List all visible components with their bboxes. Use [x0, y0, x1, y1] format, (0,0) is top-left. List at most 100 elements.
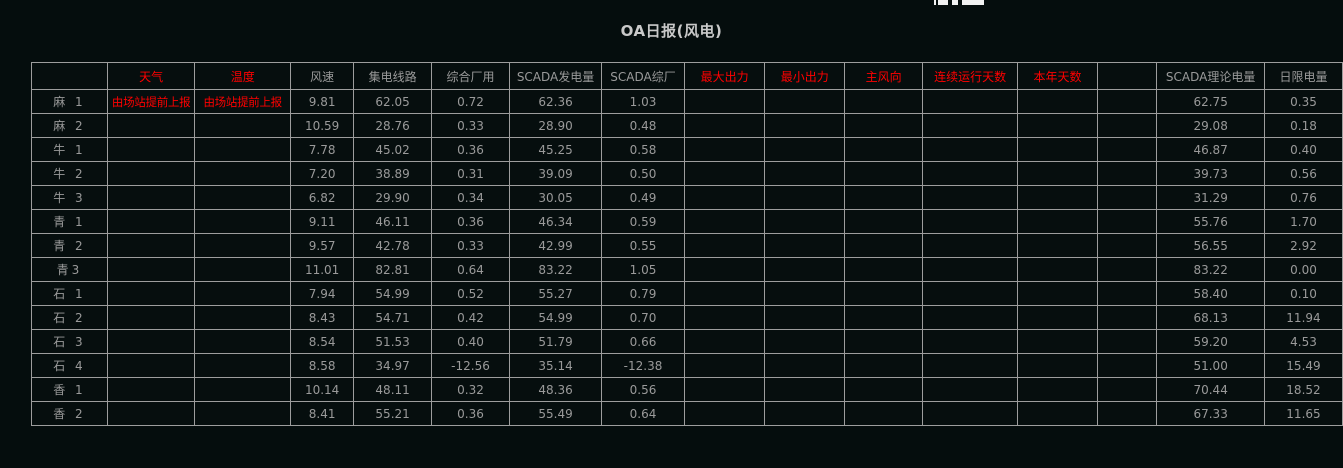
cell-temp[interactable]	[194, 329, 292, 354]
row-label-cell[interactable]: 麻 1	[31, 89, 108, 114]
cell-scaux[interactable]: 0.50	[601, 161, 685, 186]
row-label-cell[interactable]: 香 1	[31, 377, 108, 402]
cell-ydays[interactable]	[1017, 137, 1098, 162]
cell-line[interactable]: 48.11	[353, 377, 433, 402]
column-header-wind[interactable]: 主风向	[844, 62, 924, 90]
cell-maxp[interactable]	[683, 401, 766, 426]
row-label-cell[interactable]: 石 1	[31, 281, 108, 306]
row-label-cell[interactable]: 石 3	[31, 329, 108, 354]
cell-maxp[interactable]	[683, 377, 766, 402]
cell-wind[interactable]	[844, 377, 924, 402]
cell-maxp[interactable]	[683, 137, 766, 162]
cell-minp[interactable]	[764, 185, 846, 210]
cell-line[interactable]: 82.81	[353, 257, 433, 282]
cell-days[interactable]	[922, 281, 1019, 306]
cell-scaux[interactable]: 0.59	[601, 209, 685, 234]
cell-weather[interactable]	[106, 305, 196, 330]
cell-weather[interactable]	[106, 377, 196, 402]
cell-maxp[interactable]	[683, 281, 766, 306]
cell-ydays[interactable]	[1017, 305, 1098, 330]
cell-limit[interactable]: 0.18	[1263, 113, 1343, 138]
cell-maxp[interactable]	[683, 113, 766, 138]
cell-ws[interactable]: 9.57	[290, 233, 355, 258]
cell-minp[interactable]	[764, 257, 846, 282]
cell-maxp[interactable]	[683, 329, 766, 354]
cell-gen[interactable]: 39.09	[508, 161, 603, 186]
row-label-cell[interactable]: 青 2	[31, 233, 108, 258]
cell-limit[interactable]: 2.92	[1263, 233, 1343, 258]
cell-days[interactable]	[922, 233, 1019, 258]
cell-limit[interactable]: 11.94	[1263, 305, 1343, 330]
column-header-theo[interactable]: SCADA理论电量	[1156, 62, 1265, 90]
cell-weather[interactable]	[106, 401, 196, 426]
cell-scaux[interactable]: 0.55	[601, 233, 685, 258]
column-header-gen[interactable]: SCADA发电量	[508, 62, 603, 90]
cell-ws[interactable]: 6.82	[290, 185, 355, 210]
cell-line[interactable]: 28.76	[353, 113, 433, 138]
cell-minp[interactable]	[764, 281, 846, 306]
cell-ydays[interactable]	[1017, 161, 1098, 186]
cell-gen[interactable]: 45.25	[508, 137, 603, 162]
cell-theo[interactable]: 62.75	[1156, 89, 1265, 114]
cell-temp[interactable]	[194, 377, 292, 402]
cell-aux[interactable]: 0.33	[431, 233, 510, 258]
cell-temp[interactable]	[194, 401, 292, 426]
cell-blank[interactable]	[1096, 401, 1158, 426]
cell-days[interactable]	[922, 305, 1019, 330]
cell-ydays[interactable]	[1017, 377, 1098, 402]
cell-line[interactable]: 55.21	[353, 401, 433, 426]
cell-theo[interactable]: 59.20	[1156, 329, 1265, 354]
cell-temp[interactable]	[194, 209, 292, 234]
column-header-scaux[interactable]: SCADA综厂	[601, 62, 685, 90]
cell-blank[interactable]	[1096, 353, 1158, 378]
cell-weather[interactable]	[106, 257, 196, 282]
cell-ws[interactable]: 8.41	[290, 401, 355, 426]
cell-temp[interactable]	[194, 281, 292, 306]
cell-scaux[interactable]: 0.70	[601, 305, 685, 330]
cell-days[interactable]	[922, 209, 1019, 234]
cell-ws[interactable]: 11.01	[290, 257, 355, 282]
cell-minp[interactable]	[764, 233, 846, 258]
cell-ws[interactable]: 8.54	[290, 329, 355, 354]
cell-blank[interactable]	[1096, 113, 1158, 138]
column-header-blank[interactable]	[1096, 62, 1158, 90]
cell-ydays[interactable]	[1017, 185, 1098, 210]
cell-limit[interactable]: 15.49	[1263, 353, 1343, 378]
cell-ws[interactable]: 8.58	[290, 353, 355, 378]
cell-gen[interactable]: 28.90	[508, 113, 603, 138]
cell-blank[interactable]	[1096, 161, 1158, 186]
cell-weather-prefill[interactable]: 由场站提前上报	[106, 89, 196, 114]
cell-ws[interactable]: 7.78	[290, 137, 355, 162]
cell-theo[interactable]: 51.00	[1156, 353, 1265, 378]
cell-weather[interactable]	[106, 209, 196, 234]
column-header-maxp[interactable]: 最大出力	[683, 62, 766, 90]
cell-limit[interactable]: 4.53	[1263, 329, 1343, 354]
cell-gen[interactable]: 46.34	[508, 209, 603, 234]
cell-scaux[interactable]: 1.03	[601, 89, 685, 114]
cell-weather[interactable]	[106, 161, 196, 186]
cell-ydays[interactable]	[1017, 113, 1098, 138]
cell-minp[interactable]	[764, 89, 846, 114]
cell-weather[interactable]	[106, 233, 196, 258]
cell-ydays[interactable]	[1017, 89, 1098, 114]
cell-ydays[interactable]	[1017, 401, 1098, 426]
cell-ydays[interactable]	[1017, 233, 1098, 258]
cell-wind[interactable]	[844, 233, 924, 258]
cell-wind[interactable]	[844, 305, 924, 330]
row-label-cell[interactable]: 石 4	[31, 353, 108, 378]
cell-line[interactable]: 42.78	[353, 233, 433, 258]
cell-scaux[interactable]: 0.48	[601, 113, 685, 138]
cell-scaux[interactable]: 0.64	[601, 401, 685, 426]
cell-theo[interactable]: 55.76	[1156, 209, 1265, 234]
cell-gen[interactable]: 35.14	[508, 353, 603, 378]
cell-line[interactable]: 38.89	[353, 161, 433, 186]
cell-limit[interactable]: 11.65	[1263, 401, 1343, 426]
cell-maxp[interactable]	[683, 185, 766, 210]
cell-maxp[interactable]	[683, 161, 766, 186]
cell-days[interactable]	[922, 113, 1019, 138]
cell-scaux[interactable]: 0.79	[601, 281, 685, 306]
cell-aux[interactable]: 0.52	[431, 281, 510, 306]
cell-limit[interactable]: 0.10	[1263, 281, 1343, 306]
cell-gen[interactable]: 42.99	[508, 233, 603, 258]
cell-blank[interactable]	[1096, 209, 1158, 234]
